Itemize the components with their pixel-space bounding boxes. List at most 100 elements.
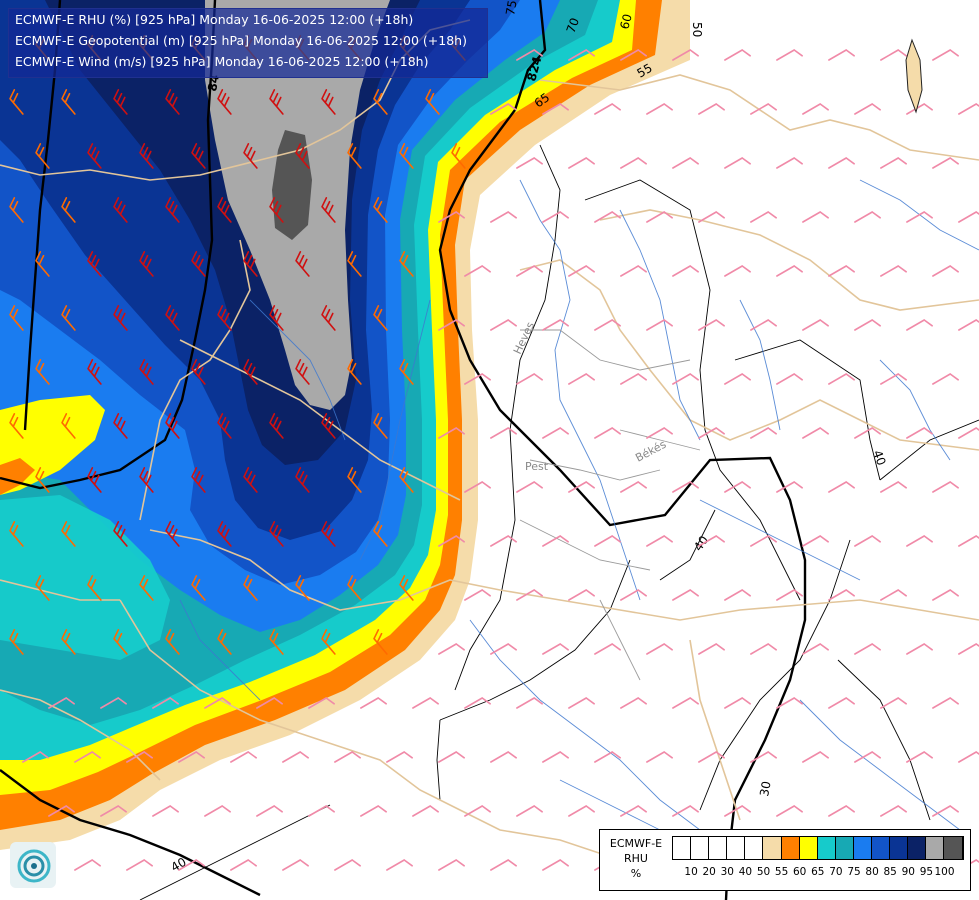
wind-barb — [724, 49, 751, 61]
wind-barb — [750, 319, 777, 331]
wind-barb — [958, 319, 979, 331]
wind-barb — [516, 157, 543, 169]
wind-barb — [620, 157, 647, 169]
wind-barb — [750, 535, 777, 547]
wind-barb — [802, 319, 829, 331]
wind-barbs — [9, 35, 979, 871]
wind-barb — [490, 859, 517, 871]
legend-swatch-0 — [673, 837, 692, 859]
wind-barb — [191, 575, 206, 601]
wind-barb — [191, 359, 206, 385]
legend-swatch-11 — [872, 837, 891, 859]
wind-barb — [750, 643, 777, 655]
borders — [0, 19, 979, 861]
wind-barb — [61, 89, 76, 115]
wind-barb — [594, 319, 621, 331]
wind-barb — [932, 373, 959, 385]
legend-tick-20: 20 — [702, 866, 716, 878]
wind-barb — [399, 251, 414, 277]
wind-barb — [165, 305, 180, 331]
legend-swatch-14 — [926, 837, 945, 859]
title-line-geopotential: ECMWF-E Geopotential (m) [925 hPa] Monda… — [15, 33, 467, 48]
legend-tick-95: 95 — [919, 866, 934, 878]
wind-barb — [672, 373, 699, 385]
wind-barb — [932, 697, 959, 709]
wind-barb — [126, 859, 153, 871]
wind-barb — [230, 751, 257, 763]
wind-barb — [802, 535, 829, 547]
wind-barb — [932, 481, 959, 493]
place-labels: Heves Békés Pest — [511, 320, 669, 473]
wind-barb — [594, 211, 621, 223]
wind-barb — [61, 413, 76, 439]
legend-swatch-9 — [835, 837, 854, 859]
wind-barb — [516, 481, 543, 493]
wind-barb — [178, 859, 205, 871]
wind-barb — [386, 751, 413, 763]
wind-barb — [802, 751, 829, 763]
wind-barb — [438, 643, 465, 655]
wind-barb — [828, 697, 855, 709]
wind-barb — [724, 373, 751, 385]
wind-barb — [269, 89, 284, 115]
wind-barb — [165, 629, 180, 655]
wind-barb — [828, 481, 855, 493]
wind-barb — [308, 697, 335, 709]
lake-marker — [905, 38, 923, 114]
wind-barb — [178, 751, 205, 763]
legend-ticks: 10 20 30 40 50 55 60 65 70 75 80 85 90 95 100 — [672, 866, 972, 880]
wind-barb — [490, 535, 517, 547]
wind-barb — [451, 143, 466, 169]
title-line-rhu: ECMWF-E RHU (%) [925 hPa] Monday 16-06-2… — [15, 12, 414, 27]
wind-barb — [750, 103, 777, 115]
wind-barb — [373, 305, 388, 331]
wind-barb — [269, 413, 284, 439]
wind-barb — [724, 589, 751, 601]
wind-barb — [646, 751, 673, 763]
wind-barb — [594, 103, 621, 115]
wind-barb — [828, 805, 855, 817]
wind-barb — [854, 103, 881, 115]
wind-barb — [620, 49, 647, 61]
wind-barb — [295, 575, 310, 601]
wind-barb — [646, 427, 673, 439]
wind-barb — [724, 481, 751, 493]
wind-barb — [269, 197, 284, 223]
legend-tick-85: 85 — [883, 866, 897, 878]
wind-barb — [490, 643, 517, 655]
wind-barb — [87, 467, 102, 493]
wind-barb — [269, 629, 284, 655]
wind-barb — [360, 805, 387, 817]
wind-barb — [360, 697, 387, 709]
geopotential-label-84: 84 — [205, 74, 222, 93]
legend-title-variable: RHU — [624, 852, 648, 865]
geopotential-label-824: 824 — [524, 55, 544, 83]
wind-barb — [698, 319, 725, 331]
wind-barb — [334, 751, 361, 763]
title-panel: ECMWF-E RHU (%) [925 hPa] Monday 16-06-2… — [8, 8, 488, 78]
wind-barb — [568, 265, 595, 277]
wind-barb — [9, 413, 24, 439]
wind-barb — [61, 305, 76, 331]
wind-barb — [750, 427, 777, 439]
wind-barb — [698, 535, 725, 547]
wind-barb — [776, 265, 803, 277]
wind-barb — [542, 211, 569, 223]
wind-barb — [776, 805, 803, 817]
wind-barb — [490, 751, 517, 763]
wind-barb — [672, 697, 699, 709]
wind-barb — [620, 373, 647, 385]
wind-barb — [87, 143, 102, 169]
wind-barb — [542, 535, 569, 547]
wind-barb — [854, 535, 881, 547]
county-lines — [519, 329, 701, 681]
wind-barb — [516, 589, 543, 601]
legend-swatch-10 — [853, 837, 873, 859]
wind-barb — [594, 751, 621, 763]
wind-barb — [672, 589, 699, 601]
wind-barb — [48, 697, 75, 709]
wind-barb — [568, 697, 595, 709]
wind-barb — [776, 373, 803, 385]
wind-barb — [217, 89, 232, 115]
wind-barb — [698, 103, 725, 115]
